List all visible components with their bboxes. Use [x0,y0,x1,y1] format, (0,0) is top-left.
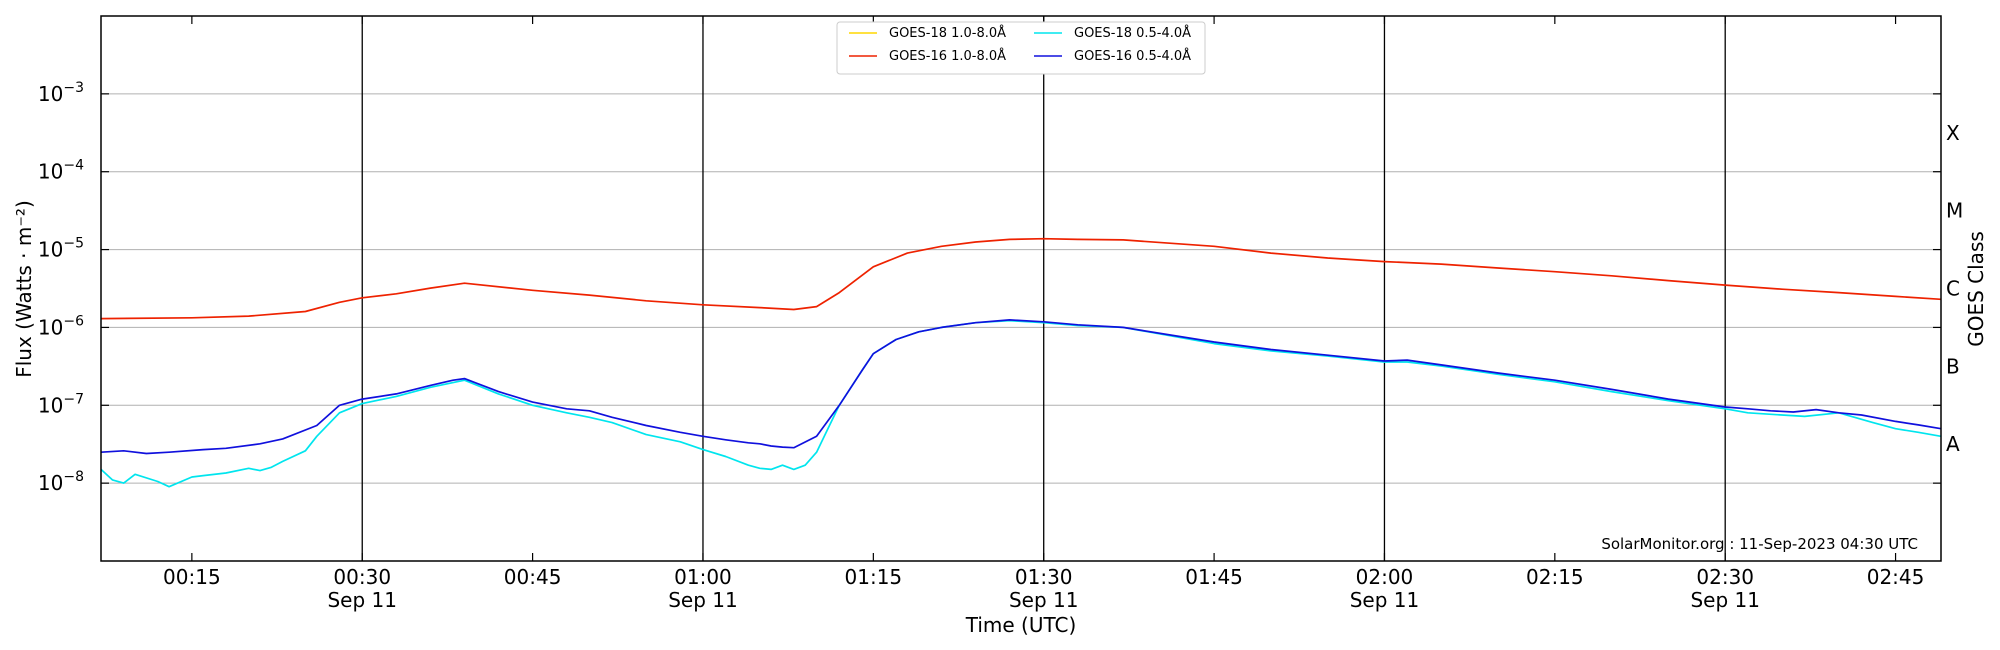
credit-text: SolarMonitor.org : 11-Sep-2023 04:30 UTC [1601,535,1918,553]
x-axis-title: Time (UTC) [965,613,1077,637]
vertical-time-lines [361,16,1726,561]
x-tick-label: 02:45 [1867,565,1925,589]
legend-label: GOES-16 0.5-4.0Å [1074,48,1191,64]
x-tick-date-label: Sep 11 [1350,588,1420,612]
series-layer [100,237,1942,488]
legend-box [836,21,1206,75]
y-tick-label: 10−3 [38,80,84,106]
x-tick-label: 00:30 [333,565,391,589]
x-tick-date-label: Sep 11 [1690,588,1760,612]
y2-axis-title: GOES Class [1964,231,1988,347]
x-tick-label: 02:30 [1696,565,1754,589]
x-tick-label: 01:30 [1015,565,1073,589]
plot-frame [100,15,1942,562]
x-tick-label: 01:00 [674,565,732,589]
series-line-4 [100,319,1942,455]
y-tick-label: 10−8 [38,469,84,495]
y-tick-label: 10−4 [38,158,84,184]
legend-items: GOES-18 1.0-8.0Å GOES-16 1.0-8.0Å GOES-18 … [849,25,1191,64]
x-tick-date-label: Sep 11 [668,588,738,612]
legend-label: GOES-18 1.0-8.0Å [889,25,1006,41]
y-tick-label: 10−7 [38,391,84,417]
goes-class-label: C [1946,277,1960,301]
legend-label: GOES-16 1.0-8.0Å [889,48,1006,64]
legend-label: GOES-18 0.5-4.0Å [1074,25,1191,41]
goes-class-label: X [1946,121,1960,145]
y-tick-label: 10−6 [38,313,84,339]
goes-class-label: A [1946,432,1960,456]
x-tick-label: 01:45 [1185,565,1243,589]
goes-class-label: M [1946,199,1963,223]
goes-class-labels: A B C M X [1946,121,1963,456]
grid-layer [101,93,1941,484]
x-tick-label: 02:00 [1356,565,1414,589]
x-tick-label: 01:15 [845,565,903,589]
x-tick-date-label: Sep 11 [327,588,397,612]
y-tick-labels: 10−8 10−7 10−6 10−5 10−4 10−3 [38,80,84,495]
y-tick-label: 10−5 [38,236,84,262]
x-tick-label: 02:15 [1526,565,1584,589]
x-tick-date-label: Sep 11 [1009,588,1079,612]
tick-layer [101,16,1941,561]
x-tick-label: 00:15 [163,565,221,589]
series-line-2 [100,237,1942,320]
legend: GOES-18 1.0-8.0Å GOES-16 1.0-8.0Å GOES-18 … [836,21,1206,75]
series-line-3 [100,319,1942,488]
x-tick-label: 00:45 [504,565,562,589]
y-axis-title: Flux (Watts · m⁻²) [12,200,36,378]
goes-class-label: B [1946,354,1960,378]
